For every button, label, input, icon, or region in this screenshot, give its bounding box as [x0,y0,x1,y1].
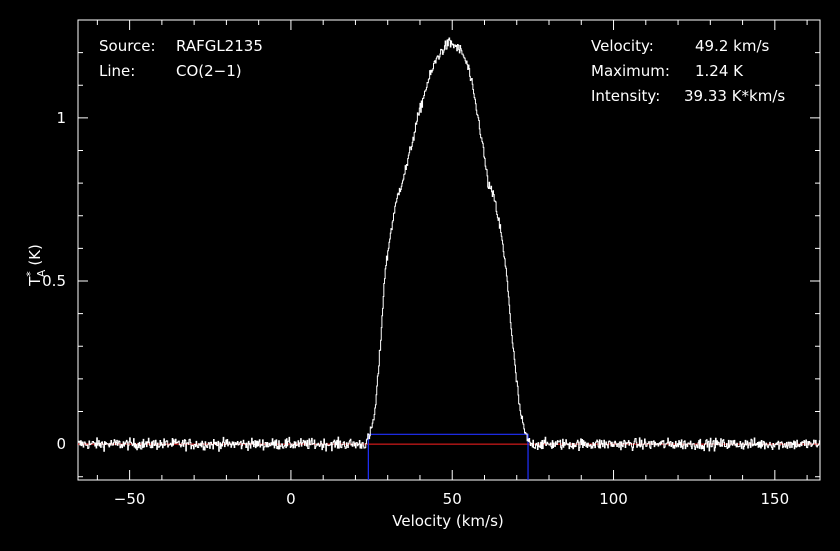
plot-frame [77,19,821,481]
source-value: RAFGL2135 [176,37,263,55]
intensity-value: 39.33 K*km/s [684,87,785,105]
velocity-label: Velocity: [591,37,654,55]
line-label: Line: [99,62,135,80]
spectrum-line [78,37,821,452]
x-tick-label: 150 [761,490,790,508]
intensity-label: Intensity: [591,87,660,105]
y-tick-label: 0 [56,435,66,453]
line-value: CO(2−1) [176,62,242,80]
maximum-value: 1.24 K [695,62,744,80]
y-axis-title: T*A (K) [24,244,48,287]
y-axis-symbol: T [26,276,44,287]
velocity-value: 49.2 km/s [695,37,770,55]
x-tick-label: 50 [443,490,462,508]
axes: −50 0 50 100 150 0 0.5 1 [42,19,821,508]
x-tick-label: 100 [599,490,628,508]
y-tick-label: 1 [56,109,66,127]
x-tick-label: 0 [286,490,296,508]
x-tick-label: −50 [114,490,146,508]
maximum-label: Maximum: [591,62,670,80]
y-tick-label: 0.5 [42,272,66,290]
y-axis-unit: (K) [26,244,44,266]
source-label: Source: [99,37,156,55]
y-axis-title-text: T*A (K) [24,244,48,287]
x-axis-title: Velocity (km/s) [392,512,503,530]
series [78,37,821,452]
y-axis-subscript: A [35,269,48,277]
y-axis-superscript: * [24,271,37,277]
integration-window [367,433,529,480]
